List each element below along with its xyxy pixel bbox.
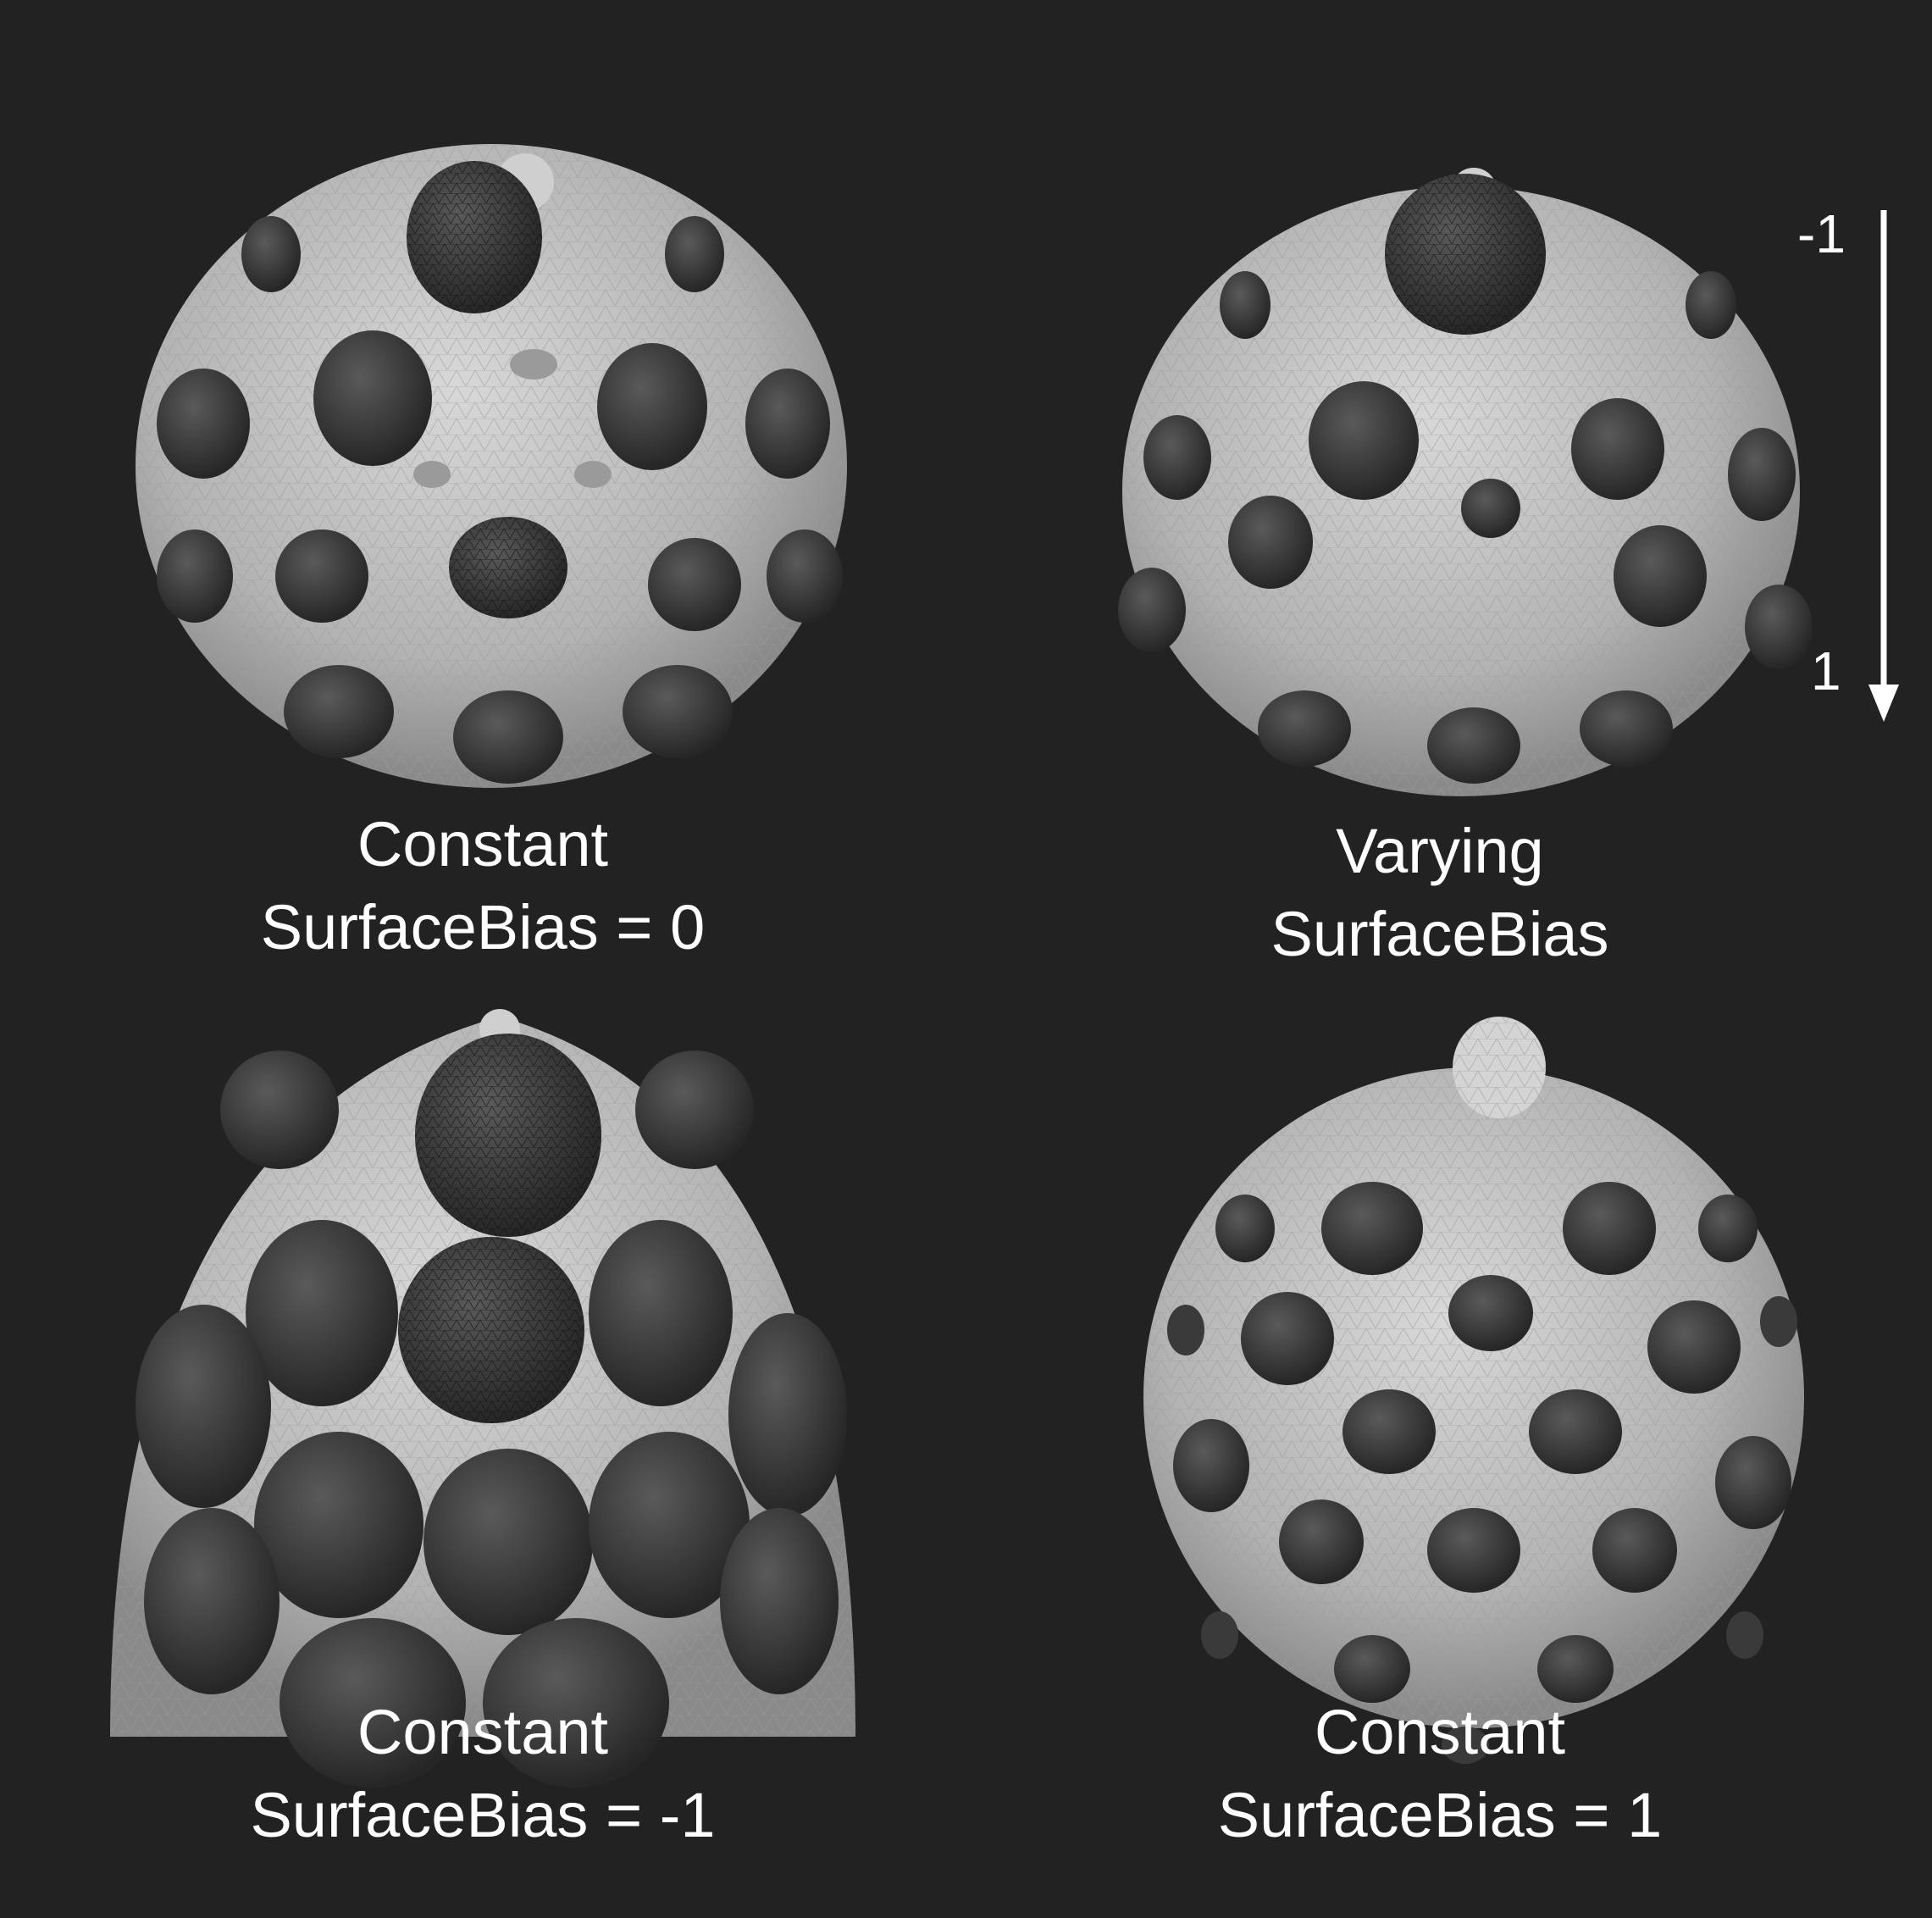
lattice-render-bias-0	[136, 144, 847, 788]
panel-varying-bias: Varying SurfaceBias	[966, 0, 1932, 974]
caption-top-right-line1: Varying	[1336, 816, 1544, 886]
scale-label-top: -1	[1797, 203, 1846, 264]
caption-bottom-left-line1: Constant	[357, 1697, 609, 1767]
caption-top-left: Constant SurfaceBias = 0	[186, 803, 779, 969]
panel-constant-bias-0: Constant SurfaceBias = 0	[0, 0, 966, 974]
caption-bottom-right: Constant SurfaceBias = 1	[1169, 1691, 1711, 1857]
caption-top-left-line1: Constant	[357, 809, 609, 879]
caption-bottom-left-line2: SurfaceBias = -1	[250, 1780, 716, 1850]
caption-bottom-right-line1: Constant	[1314, 1697, 1566, 1767]
caption-bottom-right-line2: SurfaceBias = 1	[1217, 1780, 1663, 1850]
caption-bottom-left: Constant SurfaceBias = -1	[186, 1691, 779, 1857]
lattice-render-bias-minus-1	[110, 1009, 855, 1788]
caption-top-right-line2: SurfaceBias	[1270, 899, 1609, 969]
scale-label-bottom: 1	[1811, 640, 1841, 701]
caption-top-left-line2: SurfaceBias = 0	[260, 892, 706, 962]
scale-arrow	[1868, 210, 1899, 722]
caption-top-right: Varying SurfaceBias	[1169, 810, 1711, 976]
panel-constant-bias-1: Constant SurfaceBias = 1	[966, 974, 1932, 1918]
panel-constant-bias-minus-1: Constant SurfaceBias = -1	[0, 974, 966, 1918]
lattice-render-varying-bias	[1118, 168, 1813, 796]
lattice-render-bias-1	[1143, 1017, 1804, 1764]
